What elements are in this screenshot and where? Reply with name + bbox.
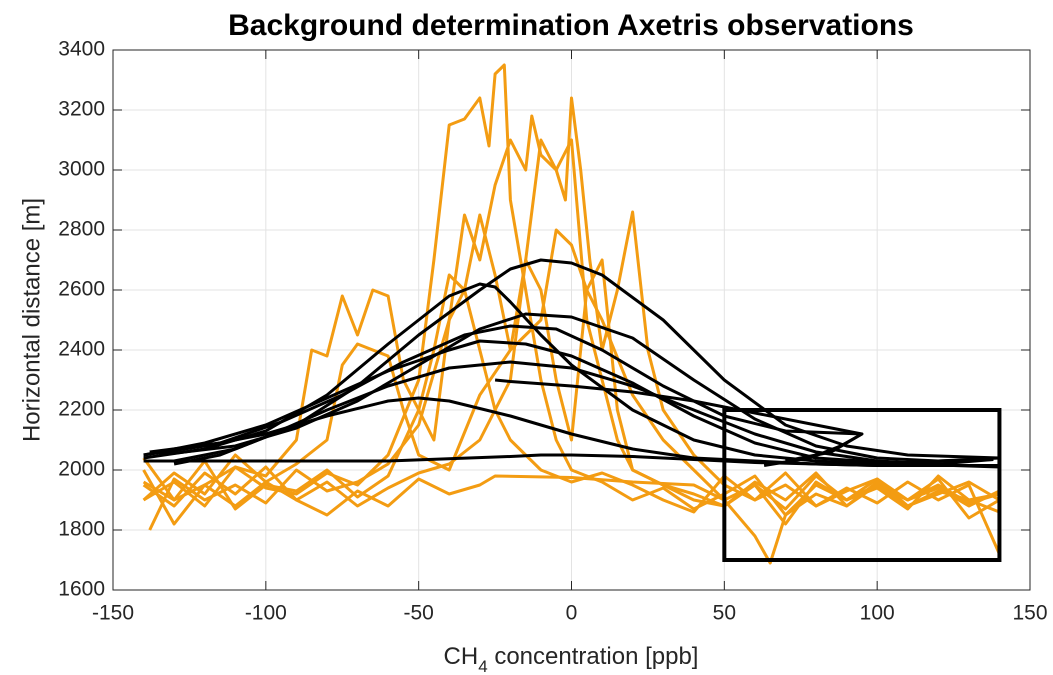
y-tick-label: 3000 bbox=[58, 158, 105, 181]
y-tick-label: 2800 bbox=[58, 218, 105, 241]
series-line bbox=[149, 324, 864, 463]
series-line bbox=[142, 228, 1001, 511]
x-tick-label: -150 bbox=[92, 602, 134, 625]
y-axis-label: Horizontal distance [m] bbox=[18, 198, 45, 442]
series-line bbox=[148, 114, 1000, 531]
axes-frame bbox=[112, 49, 1031, 591]
x-label-main: CH bbox=[444, 643, 479, 670]
y-tick-label: 2600 bbox=[58, 278, 105, 301]
x-label-subscript: 4 bbox=[478, 657, 487, 675]
y-tick-label: 2200 bbox=[58, 398, 105, 421]
x-tick-label: -100 bbox=[245, 602, 287, 625]
x-label-rest: concentration [ppb] bbox=[488, 643, 699, 670]
y-tick-label: 3200 bbox=[58, 98, 105, 121]
x-tick-label: 150 bbox=[1012, 602, 1047, 625]
y-tick-label: 2000 bbox=[58, 458, 105, 481]
series-line bbox=[142, 288, 1001, 514]
x-tick-label: 0 bbox=[566, 602, 578, 625]
series-line bbox=[143, 339, 1000, 469]
y-tick-label: 2400 bbox=[58, 338, 105, 361]
series-line bbox=[494, 378, 864, 467]
y-tick-label: 1600 bbox=[58, 578, 105, 601]
x-tick-label: 100 bbox=[860, 602, 895, 625]
series-line bbox=[142, 63, 1000, 517]
chart-title: Background determination Axetris observa… bbox=[228, 9, 914, 42]
y-tick-label: 1800 bbox=[58, 518, 105, 541]
series-line bbox=[173, 258, 1000, 463]
x-tick-label: 50 bbox=[713, 602, 736, 625]
highlight-box bbox=[722, 408, 1002, 562]
y-tick-label: 3400 bbox=[58, 38, 105, 61]
x-axis-label: CH4 concentration [ppb] bbox=[444, 643, 699, 675]
x-tick-label: -50 bbox=[403, 602, 433, 625]
series-line bbox=[143, 453, 1000, 467]
